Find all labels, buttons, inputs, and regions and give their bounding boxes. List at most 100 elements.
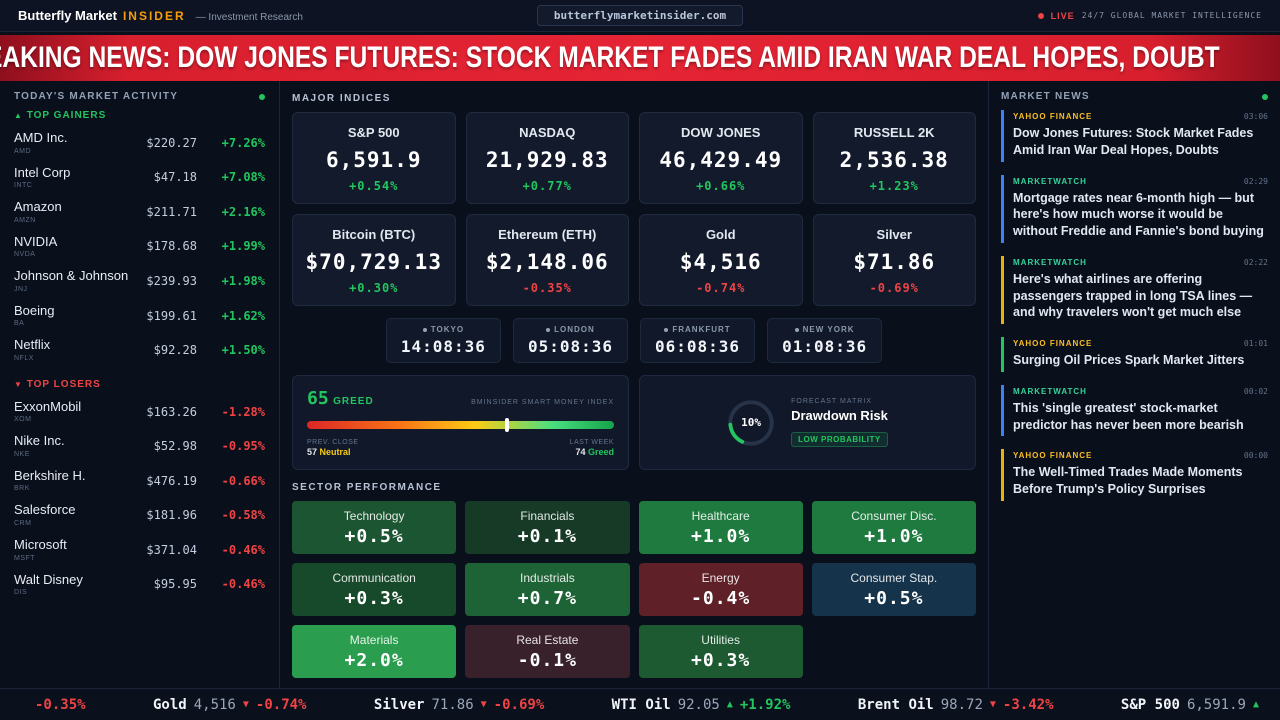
index-change: -0.74% (696, 281, 746, 295)
clock-city-row: NEW YORK (782, 325, 867, 334)
stock-name: Netflix (14, 337, 51, 353)
status-dot-icon (259, 93, 265, 100)
main-body: TODAY'S MARKET ACTIVITY ▲ TOP GAINERS AM… (0, 81, 1280, 688)
sector-name: Consumer Disc. (851, 509, 937, 523)
stock-identity: Nike Inc. NKE (14, 434, 154, 458)
stock-row[interactable]: Netflix NFLX $92.28 +1.50% (14, 332, 265, 367)
sector-tile[interactable]: Consumer Disc. +1.0% (811, 501, 976, 554)
probability-badge: LOW PROBABILITY (791, 432, 888, 447)
stock-row[interactable]: Salesforce CRM $181.96 -0.58% (14, 497, 265, 532)
stock-price: $211.71 (146, 204, 197, 219)
sector-name: Industrials (520, 571, 575, 585)
ticker-symbol: Brent Oil (857, 696, 934, 713)
index-card[interactable]: Ethereum (ETH) $2,148.06 -0.35% (465, 214, 629, 306)
index-value: $4,516 (679, 250, 762, 274)
sentiment-gauge-card: 65 GREED BMINSIDER SMART MONEY INDEX PRE… (292, 375, 629, 470)
clock-time: 14:08:36 (400, 337, 486, 356)
news-headline: Here's what airlines are offering passen… (1013, 271, 1253, 320)
news-headline: Surging Oil Prices Spark Market Jitters (1013, 353, 1245, 367)
news-item[interactable]: YAHOO FINANCE 03:06 Dow Jones Futures: S… (1001, 110, 1268, 162)
stock-name: Berkshire H. (14, 467, 86, 483)
index-label: NASDAQ (519, 125, 576, 140)
sector-tile[interactable]: Technology +0.5% (292, 501, 457, 554)
news-timestamp: 00:00 (1243, 451, 1268, 461)
news-source: YAHOO FINANCE (1013, 112, 1093, 121)
ticker-symbol: S&P 500 (1120, 696, 1180, 713)
stock-row[interactable]: Microsoft MSFT $371.04 -0.46% (14, 532, 265, 567)
index-label: DOW JONES (681, 125, 761, 140)
news-timestamp: 00:02 (1243, 386, 1268, 396)
world-clocks: TOKYO 14:08:36 LONDON 05:08:36 (292, 318, 976, 363)
stock-row[interactable]: Boeing BA $199.61 +1.62% (14, 298, 265, 333)
bottom-ticker: -0.35% Gold 4,516 ▼ -0.74% Silver 71.86 … (0, 688, 1280, 720)
top-gainers-label: ▲ TOP GAINERS (14, 110, 107, 121)
index-card[interactable]: Gold $4,516 -0.74% (639, 214, 803, 306)
news-item[interactable]: MARKETWATCH 02:22 Here's what airlines a… (1001, 255, 1268, 324)
news-item[interactable]: MARKETWATCH 02:29 Mortgage rates near 6-… (1001, 174, 1268, 243)
stock-ticker: BA (14, 320, 25, 328)
sector-value: +0.1% (517, 526, 577, 547)
clock-dot-icon (422, 327, 427, 332)
sentiment-slider[interactable] (307, 418, 614, 432)
news-list: YAHOO FINANCE 03:06 Dow Jones Futures: S… (1001, 110, 1268, 501)
news-item[interactable]: MARKETWATCH 00:02 This 'single greatest'… (1001, 384, 1268, 437)
index-card[interactable]: S&P 500 6,591.9 +0.54% (292, 112, 456, 204)
stock-identity: Intel Corp INTC (14, 165, 154, 189)
up-triangle-icon: ▲ (14, 111, 23, 120)
stock-price: $178.68 (146, 239, 197, 254)
top-losers-label: ▼ TOP LOSERS (14, 378, 101, 390)
news-source: MARKETWATCH (1013, 257, 1087, 267)
index-card[interactable]: Silver $71.86 -0.69% (812, 214, 976, 306)
sector-tile[interactable]: Communication +0.3% (292, 563, 457, 616)
forecast-title: Drawdown Risk (791, 408, 888, 423)
sector-tile[interactable]: Industrials +0.7% (465, 563, 630, 616)
index-card[interactable]: NASDAQ 21,929.83 +0.77% (465, 112, 629, 204)
news-item[interactable]: YAHOO FINANCE 01:01 Surging Oil Prices S… (1001, 337, 1268, 372)
sector-tile[interactable]: Utilities +0.3% (638, 625, 803, 678)
stock-row[interactable]: Johnson & Johnson JNJ $239.93 +1.98% (14, 263, 265, 298)
stock-row[interactable]: Berkshire H. BRK $476.19 -0.66% (14, 463, 265, 498)
sector-tile[interactable]: Energy -0.4% (638, 563, 803, 616)
stock-row[interactable]: ExxonMobil XOM $163.26 -1.28% (14, 394, 265, 429)
stock-change: +1.62% (221, 308, 265, 323)
ticker-value: 71.86 (431, 696, 474, 713)
sector-value: +0.5% (864, 588, 924, 609)
sector-tile[interactable]: Real Estate -0.1% (465, 625, 630, 678)
stock-row[interactable]: AMD Inc. AMD $220.27 +7.26% (14, 125, 265, 160)
stock-row[interactable]: NVIDIA NVDA $178.68 +1.99% (14, 229, 265, 264)
sector-value: +1.0% (691, 526, 751, 547)
sector-value: +0.5% (344, 526, 404, 547)
stock-row[interactable]: Nike Inc. NKE $52.98 -0.95% (14, 428, 265, 463)
stock-name: Johnson & Johnson (14, 268, 129, 284)
news-timestamp: 02:29 (1243, 176, 1268, 186)
stock-row[interactable]: Intel Corp INTC $47.18 +7.08% (14, 160, 265, 195)
index-card[interactable]: DOW JONES 46,429.49 +0.66% (639, 112, 803, 204)
sector-tile[interactable]: Materials +2.0% (292, 625, 457, 678)
sector-tile[interactable]: Consumer Stap. +0.5% (811, 563, 976, 616)
sector-value: +0.3% (344, 588, 404, 609)
news-title-row: MARKET NEWS (1001, 91, 1268, 102)
sentiment-slider-handle[interactable] (504, 418, 509, 432)
stock-row[interactable]: Walt Disney DIS $95.95 -0.46% (14, 567, 265, 602)
news-headline: This 'single greatest' stock-market pred… (1013, 400, 1244, 432)
index-card[interactable]: Bitcoin (BTC) $70,729.13 +0.30% (292, 214, 456, 306)
sector-tile[interactable]: Financials +0.1% (465, 501, 630, 554)
index-label: Silver (876, 227, 912, 242)
smart-money-index-label: BMINSIDER SMART MONEY INDEX (471, 399, 614, 406)
gauge-row: 65 GREED BMINSIDER SMART MONEY INDEX PRE… (292, 375, 976, 470)
news-item[interactable]: YAHOO FINANCE 00:00 The Well-Timed Trade… (1001, 449, 1268, 501)
news-headline: Dow Jones Futures: Stock Market Fades Am… (1013, 126, 1254, 157)
domain-button[interactable]: butterflymarketinsider.com (536, 5, 744, 26)
stock-row[interactable]: Amazon AMZN $211.71 +2.16% (14, 194, 265, 229)
ticker-value: 98.72 (940, 696, 983, 713)
stock-ticker: JNJ (14, 285, 28, 293)
stock-name: Microsoft (14, 537, 67, 553)
stock-change: -0.95% (221, 439, 265, 454)
index-card[interactable]: RUSSELL 2K 2,536.38 +1.23% (812, 112, 976, 204)
stock-price: $239.93 (146, 273, 197, 288)
clock-dot-icon (664, 327, 669, 332)
sector-tile[interactable]: Healthcare +1.0% (638, 501, 803, 554)
stock-identity: Boeing BA (14, 303, 146, 328)
stock-change: -0.46% (221, 542, 265, 557)
sector-value: +0.7% (517, 588, 577, 609)
